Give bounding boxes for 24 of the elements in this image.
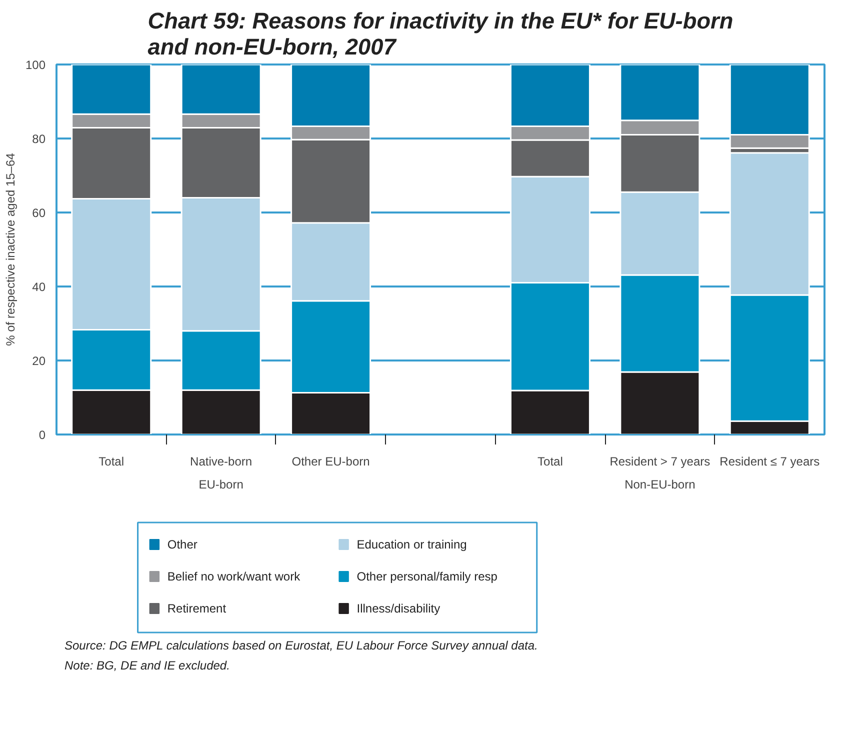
legend-label: Other personal/family resp xyxy=(356,570,498,584)
x-tick-label: Resident ≤ 7 years xyxy=(720,454,820,468)
x-tick-label: Total xyxy=(538,454,563,468)
y-tick-label: 20 xyxy=(32,354,46,368)
y-axis-title: % of respective inactive aged 15–64 xyxy=(3,152,18,346)
y-tick-label: 60 xyxy=(32,206,46,220)
legend-label: Other xyxy=(167,538,198,552)
x-tick-label: Resident > 7 years xyxy=(610,454,710,468)
y-tick-label: 80 xyxy=(32,132,46,146)
x-tick-label: Other EU-born xyxy=(292,454,370,468)
text: EU-born xyxy=(198,478,244,492)
text: Non-EU-born xyxy=(624,478,696,492)
chart-title: Chart 59: Reasons for inactivity in the EU* for EU-born and non-EU-born, 2007 xyxy=(148,8,734,60)
legend-label: Retirement xyxy=(167,602,227,616)
y-tick-label: 100 xyxy=(25,58,46,72)
legend-label: Education or training xyxy=(356,538,467,552)
y-tick-label: 0 xyxy=(38,428,46,442)
y-tick-label: 40 xyxy=(32,280,46,294)
legend-label: Illness/disability xyxy=(356,602,440,616)
x-tick-label: Native-born xyxy=(190,454,252,468)
text: Note: BG, DE and IE excluded. xyxy=(64,658,230,672)
legend-label: Belief no work/want work xyxy=(167,570,302,584)
x-tick-label: Total xyxy=(98,454,124,468)
source-note: Source: DG EMPL calculations based on Eurostat, EU Labour Force Survey annual data. xyxy=(64,638,538,652)
